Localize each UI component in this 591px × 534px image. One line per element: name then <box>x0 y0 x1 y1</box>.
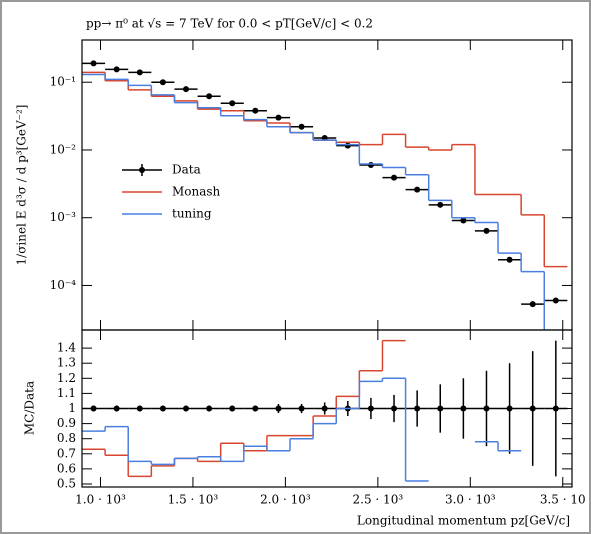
data-point <box>321 405 328 412</box>
y-tick-label: 10⁻³ <box>50 210 77 224</box>
data-point <box>159 79 166 86</box>
plot-area <box>82 339 568 482</box>
x-tick-label: 2.0 · 10³ <box>260 493 311 507</box>
x-tick-label: 1.5 · 10³ <box>168 493 219 507</box>
data-point <box>506 405 513 412</box>
frame <box>81 329 573 488</box>
y-tick-label: 1.4 <box>57 341 76 355</box>
data-point <box>252 405 259 412</box>
data-point <box>275 405 282 412</box>
x-tick-label: 1.0 · 10³ <box>75 493 126 507</box>
data-point <box>414 405 421 412</box>
data-point <box>298 405 305 412</box>
data-point <box>252 107 259 114</box>
data-point <box>437 405 444 412</box>
data-point <box>460 217 467 224</box>
data-point <box>90 405 97 412</box>
data-point <box>344 142 351 149</box>
data-point <box>529 301 536 308</box>
legend-label: Monash <box>172 185 221 199</box>
y-tick-label: 1.3 <box>57 356 76 370</box>
data-point <box>229 405 236 412</box>
data-point <box>437 201 444 208</box>
data-point <box>367 161 374 168</box>
data-point <box>391 405 398 412</box>
y-tick-label: 0.5 <box>57 476 76 490</box>
y-tick-label: 0.8 <box>57 431 76 445</box>
data-point <box>275 114 282 121</box>
data-point <box>529 405 536 412</box>
data-point <box>113 66 120 73</box>
y-tick-label: 1.2 <box>57 371 76 385</box>
y-tick-label: 0.6 <box>57 461 76 475</box>
data-point <box>414 186 421 193</box>
y-tick-label: 1.1 <box>57 386 76 400</box>
data-point <box>206 93 213 100</box>
legend-label: Data <box>172 163 201 177</box>
y-axis-label: 1/σinel E d³σ / d p³[GeV⁻²] <box>15 105 29 266</box>
data-point <box>183 405 190 412</box>
data-point <box>159 405 166 412</box>
data-point <box>552 405 559 412</box>
y-tick-label: 0.7 <box>57 446 76 460</box>
legend-label: tuning <box>172 207 212 221</box>
data-point <box>136 405 143 412</box>
data-point <box>552 297 559 304</box>
data-point <box>229 100 236 107</box>
legend-swatch <box>139 167 145 173</box>
x-tick-label: 2.5 · 10³ <box>353 493 404 507</box>
x-axis-label: Longitudinal momentum pz[GeV/c] <box>357 514 570 528</box>
y-tick-label: 1 <box>68 401 76 415</box>
x-tick-label: 3.0 · 10³ <box>445 493 496 507</box>
data-point <box>483 405 490 412</box>
y-tick-label: 10⁻¹ <box>50 75 76 89</box>
data-point <box>136 69 143 76</box>
data-point <box>391 174 398 181</box>
plot-area <box>82 60 568 330</box>
data-point <box>206 405 213 412</box>
data-point <box>90 60 97 67</box>
y-axis-label: MC/Data <box>23 381 37 435</box>
data-point <box>113 405 120 412</box>
y-tick-label: 10⁻² <box>50 142 77 156</box>
y-tick-label: 10⁻⁴ <box>50 278 77 292</box>
data-point <box>183 86 190 93</box>
data-point <box>506 256 513 263</box>
data-point <box>483 227 490 234</box>
chart-title: pp→ π⁰ at √s = 7 TeV for 0.0 < pT[GeV/c]… <box>86 17 373 31</box>
data-point <box>298 123 305 130</box>
y-tick-label: 0.9 <box>57 416 76 430</box>
x-tick-label: 3.5 · 10 <box>540 493 586 507</box>
data-point <box>460 405 467 412</box>
data-point <box>367 405 374 412</box>
